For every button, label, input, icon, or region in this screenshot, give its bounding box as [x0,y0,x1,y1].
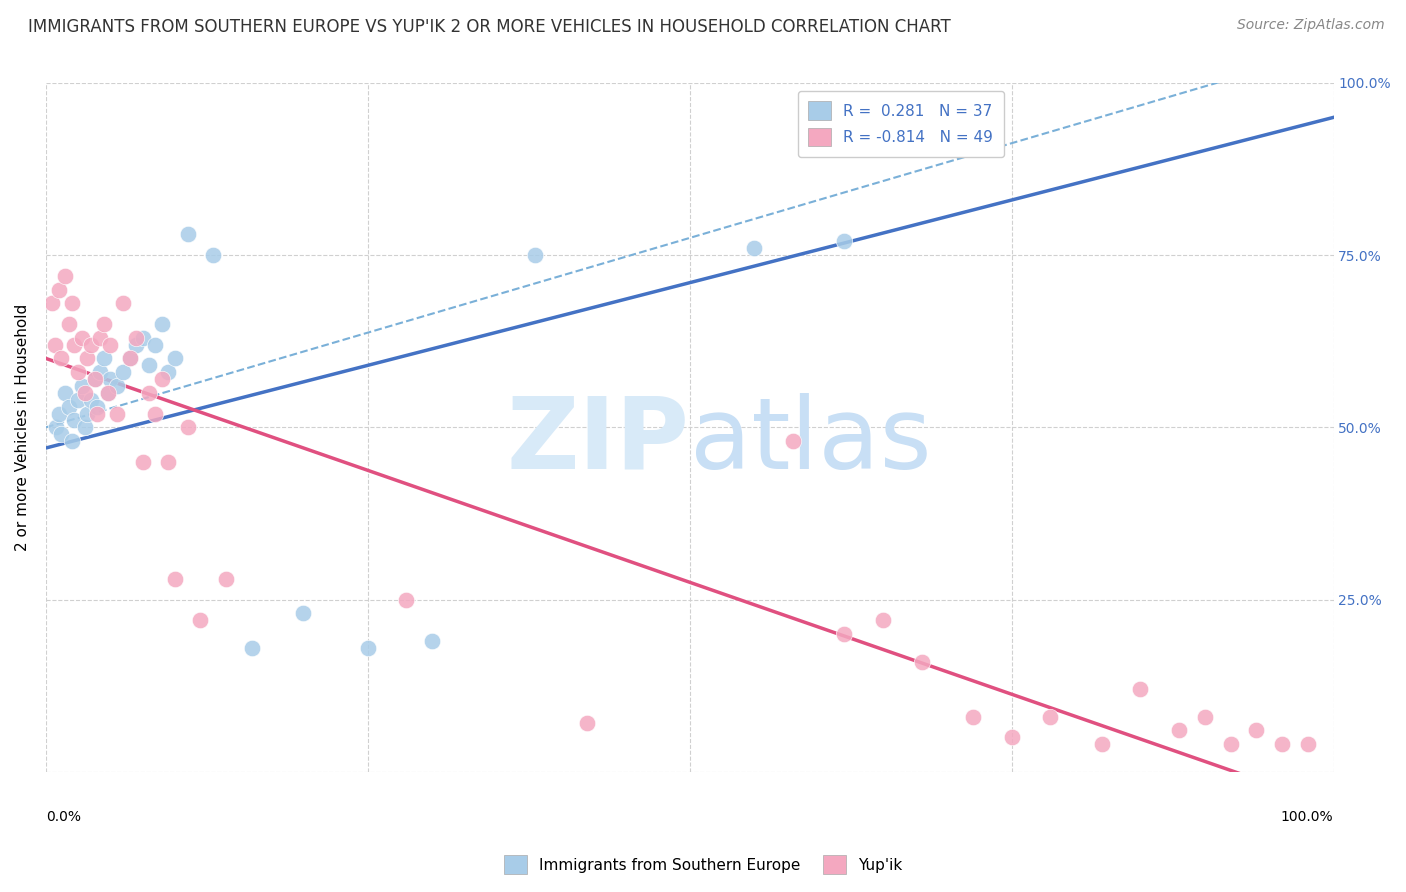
Point [60,434,83,449]
Point [1219,737,1241,751]
Point [176,420,198,434]
Point [176,227,198,242]
Point [63,413,86,427]
Point [97,385,120,400]
Point [118,351,141,366]
Point [832,235,855,249]
Point [1168,723,1191,738]
Point [962,709,984,723]
Point [51,351,73,366]
Point [89,365,111,379]
Point [112,296,135,310]
Point [70,331,93,345]
Point [215,572,238,586]
Text: 0.0%: 0.0% [46,810,82,823]
Point [910,655,932,669]
Point [97,385,120,400]
Point [89,331,111,345]
Point [67,365,90,379]
Point [86,400,108,414]
Point [832,627,855,641]
Point [157,455,180,469]
Point [76,351,98,366]
Point [1129,681,1152,696]
Point [98,372,121,386]
Point [1271,737,1294,751]
Legend: Immigrants from Southern Europe, Yup'ik: Immigrants from Southern Europe, Yup'ik [498,849,908,880]
Point [131,331,153,345]
Point [131,455,153,469]
Point [163,351,186,366]
Text: ZIP: ZIP [508,392,690,490]
Point [872,613,894,627]
Point [1296,737,1319,751]
Legend: R =  0.281   N = 37, R = -0.814   N = 49: R = 0.281 N = 37, R = -0.814 N = 49 [797,91,1004,157]
Point [44,337,66,351]
Point [93,317,115,331]
Point [292,607,315,621]
Point [163,572,186,586]
Point [157,365,180,379]
Point [76,407,98,421]
Text: Source: ZipAtlas.com: Source: ZipAtlas.com [1237,18,1385,32]
Point [524,248,547,262]
Point [53,268,76,283]
Point [86,407,108,421]
Point [63,337,86,351]
Point [80,337,103,351]
Point [202,248,225,262]
Point [83,372,105,386]
Point [98,337,121,351]
Point [112,365,135,379]
Point [150,317,173,331]
Point [150,372,173,386]
Point [105,379,128,393]
Point [45,420,67,434]
Point [58,317,80,331]
Point [60,296,83,310]
Point [145,337,167,351]
Text: IMMIGRANTS FROM SOUTHERN EUROPE VS YUP'IK 2 OR MORE VEHICLES IN HOUSEHOLD CORREL: IMMIGRANTS FROM SOUTHERN EUROPE VS YUP'I… [28,18,950,36]
Point [48,407,70,421]
Point [80,392,103,407]
Point [138,385,160,400]
Point [73,385,96,400]
Point [67,392,90,407]
Point [41,296,63,310]
Point [118,351,141,366]
Point [138,359,160,373]
Point [58,400,80,414]
Point [782,434,804,449]
Point [1246,723,1268,738]
Point [1091,737,1114,751]
Point [145,407,167,421]
Point [357,640,380,655]
Point [93,351,115,366]
Point [53,385,76,400]
Point [105,407,128,421]
Point [51,427,73,442]
Point [1039,709,1062,723]
Point [1194,709,1216,723]
Point [395,592,418,607]
Point [240,640,263,655]
Point [190,613,212,627]
Point [73,420,96,434]
Point [48,283,70,297]
Point [420,633,443,648]
Point [83,372,105,386]
Point [742,241,765,255]
Point [125,337,148,351]
Point [575,716,598,731]
Point [1001,731,1024,745]
Point [70,379,93,393]
Point [125,331,148,345]
Text: 100.0%: 100.0% [1281,810,1333,823]
Y-axis label: 2 or more Vehicles in Household: 2 or more Vehicles in Household [15,303,30,551]
Text: atlas: atlas [690,392,931,490]
